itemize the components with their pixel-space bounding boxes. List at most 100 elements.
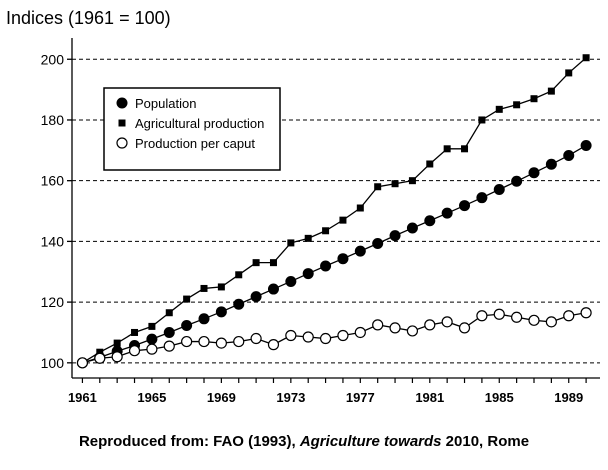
- point-s0-1988: [545, 158, 557, 170]
- point-s0-1970: [233, 298, 245, 310]
- x-tick-label-1989: 1989: [554, 390, 583, 405]
- tick-labels: 100 120 140 160 180 200 1961 1965 1969 1973 1977 19…: [41, 51, 587, 405]
- x-tick-label-1985: 1985: [485, 390, 514, 405]
- line-chart: 100 120 140 160 180 200 1961 1965 1969 1973 1977 19…: [41, 38, 600, 405]
- point-s2-1990: [580, 307, 592, 319]
- point-s0-1975: [320, 260, 332, 272]
- point-s0-1974: [302, 268, 314, 280]
- point-s0-1983: [459, 200, 471, 212]
- source-caption: Reproduced from: FAO (1993), Agriculture…: [0, 433, 608, 450]
- series-line-0: [82, 144, 587, 364]
- point-s0-1966: [163, 326, 175, 338]
- point-s1-1969: [217, 283, 225, 291]
- point-s2-1977: [354, 326, 366, 339]
- point-s0-1980: [406, 222, 418, 234]
- point-s1-1962: [96, 348, 104, 356]
- x-tick-label-1961: 1961: [68, 390, 97, 405]
- legend-label-1: Agricultural production: [135, 116, 264, 131]
- point-s1-1981: [426, 160, 434, 168]
- point-s2-1979: [389, 322, 401, 334]
- point-s1-1977: [356, 204, 364, 212]
- point-s2-1966: [163, 340, 175, 352]
- point-s0-1987: [528, 167, 540, 179]
- legend-marker-0: [116, 97, 128, 109]
- x-tick-label-1965: 1965: [137, 390, 166, 405]
- point-s0-1986: [511, 175, 523, 187]
- y-tick-label-100: 100: [41, 355, 65, 371]
- legend-label-0: Population: [135, 96, 196, 111]
- point-s2-1965: [146, 343, 158, 355]
- point-s0-1981: [424, 215, 436, 227]
- point-s2-1961: [76, 357, 89, 369]
- point-s1-1976: [339, 216, 347, 224]
- x-tick-label-1973: 1973: [276, 390, 305, 405]
- point-s2-1963: [111, 351, 123, 363]
- point-s2-1969: [215, 337, 227, 349]
- point-s2-1982: [441, 316, 453, 328]
- point-s0-1977: [354, 245, 366, 257]
- point-s1-1987: [530, 95, 538, 103]
- point-s1-1967: [183, 295, 191, 303]
- point-s2-1987: [528, 314, 540, 326]
- point-s1-1986: [513, 101, 521, 109]
- point-s2-1981: [424, 319, 436, 331]
- x-tick-label-1981: 1981: [415, 390, 444, 405]
- point-s1-1971: [252, 259, 260, 267]
- point-s0-1976: [337, 253, 349, 265]
- point-s1-1983: [461, 145, 469, 153]
- y-tick-label-120: 120: [41, 294, 65, 310]
- point-s2-1971: [250, 332, 262, 345]
- point-s1-1989: [565, 69, 573, 77]
- point-s1-1978: [374, 183, 382, 191]
- point-s1-1964: [131, 328, 139, 336]
- point-s1-1966: [165, 309, 173, 317]
- point-s2-1972: [267, 339, 280, 351]
- point-s2-1988: [545, 316, 557, 328]
- series-markers: [76, 54, 592, 369]
- point-s1-1984: [478, 116, 486, 124]
- point-s0-1985: [493, 183, 505, 195]
- legend-marker-1: [118, 119, 126, 127]
- point-s1-1985: [495, 105, 503, 113]
- axes: [71, 38, 600, 379]
- point-s0-1978: [372, 238, 384, 250]
- point-s1-1988: [547, 87, 555, 95]
- x-tick-label-1969: 1969: [207, 390, 236, 405]
- point-s0-1979: [389, 230, 401, 242]
- point-s2-1974: [302, 331, 314, 343]
- point-s2-1968: [198, 335, 210, 348]
- point-s0-1969: [215, 306, 227, 318]
- point-s2-1976: [337, 329, 349, 342]
- point-s2-1967: [181, 335, 193, 348]
- point-s0-1972: [267, 283, 279, 295]
- point-s2-1983: [458, 322, 471, 334]
- point-s1-1968: [200, 284, 208, 292]
- point-s1-1972: [269, 259, 277, 267]
- point-s2-1986: [511, 311, 523, 323]
- y-tick-label-140: 140: [41, 233, 65, 249]
- point-s2-1964: [128, 345, 141, 357]
- y-tick-label-200: 200: [41, 51, 65, 67]
- y-axis-label: Indices (1961 = 100): [6, 8, 171, 28]
- point-s0-1971: [250, 291, 262, 303]
- point-s0-1967: [181, 319, 193, 331]
- point-s2-1962: [94, 352, 106, 364]
- caption-italic: Agriculture towards: [299, 433, 442, 450]
- y-tick-label-160: 160: [41, 173, 65, 189]
- legend-marker-2: [116, 137, 128, 149]
- point-s1-1974: [304, 234, 312, 242]
- point-s2-1978: [372, 319, 384, 331]
- point-s0-1990: [580, 139, 592, 151]
- point-s2-1973: [285, 329, 297, 342]
- legend-label-2: Production per caput: [135, 136, 255, 151]
- point-s1-1973: [287, 239, 295, 247]
- point-s0-1982: [441, 207, 453, 219]
- legend-box: [103, 87, 281, 171]
- caption-suffix: 2010, Rome: [441, 433, 530, 450]
- point-s0-1965: [146, 333, 158, 345]
- point-s2-1985: [493, 308, 505, 320]
- point-s1-1979: [391, 180, 399, 188]
- caption-prefix: Reproduced from: FAO (1993),: [78, 433, 300, 450]
- point-s2-1984: [476, 310, 488, 322]
- point-s1-1980: [408, 177, 416, 185]
